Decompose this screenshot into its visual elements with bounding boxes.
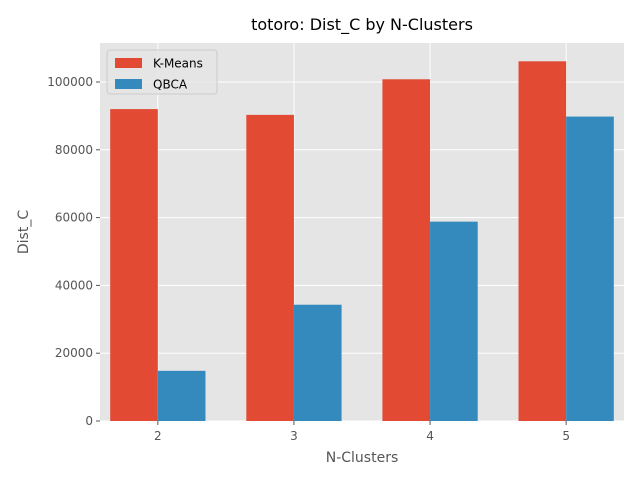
bar-k-means-4 <box>382 79 431 421</box>
bar-k-means-3 <box>246 114 294 421</box>
legend-swatch <box>115 79 142 89</box>
x-axis-label: N-Clusters <box>326 450 399 466</box>
axis-ticks: 0 20000 40000 60000 80000 100000 2 3 4 5 <box>47 75 570 443</box>
bar-qbca-2 <box>157 370 206 421</box>
y-tick-label: 100000 <box>47 75 93 89</box>
y-tick-label: 0 <box>85 414 93 428</box>
x-tick-label: 5 <box>562 429 570 443</box>
y-tick-label: 40000 <box>55 278 93 292</box>
chart-title: totoro: Dist_C by N-Clusters <box>251 15 473 35</box>
bars <box>110 61 614 422</box>
x-tick-label: 3 <box>290 429 298 443</box>
legend-label: QBCA <box>153 78 188 92</box>
bar-qbca-4 <box>430 221 478 421</box>
bar-k-means-5 <box>518 61 567 421</box>
legend: K-Means QBCA <box>106 49 218 95</box>
bar-qbca-5 <box>566 116 614 421</box>
x-tick-label: 4 <box>426 429 434 443</box>
legend-swatch <box>115 58 142 68</box>
y-tick-label: 60000 <box>55 211 93 225</box>
x-tick-label: 2 <box>154 429 162 443</box>
bar-k-means-2 <box>110 109 158 422</box>
bar-qbca-3 <box>293 304 342 421</box>
y-axis-label: Dist_C <box>16 210 32 254</box>
y-tick-label: 80000 <box>55 143 93 157</box>
legend-label: K-Means <box>153 57 203 71</box>
y-tick-label: 20000 <box>55 346 93 360</box>
